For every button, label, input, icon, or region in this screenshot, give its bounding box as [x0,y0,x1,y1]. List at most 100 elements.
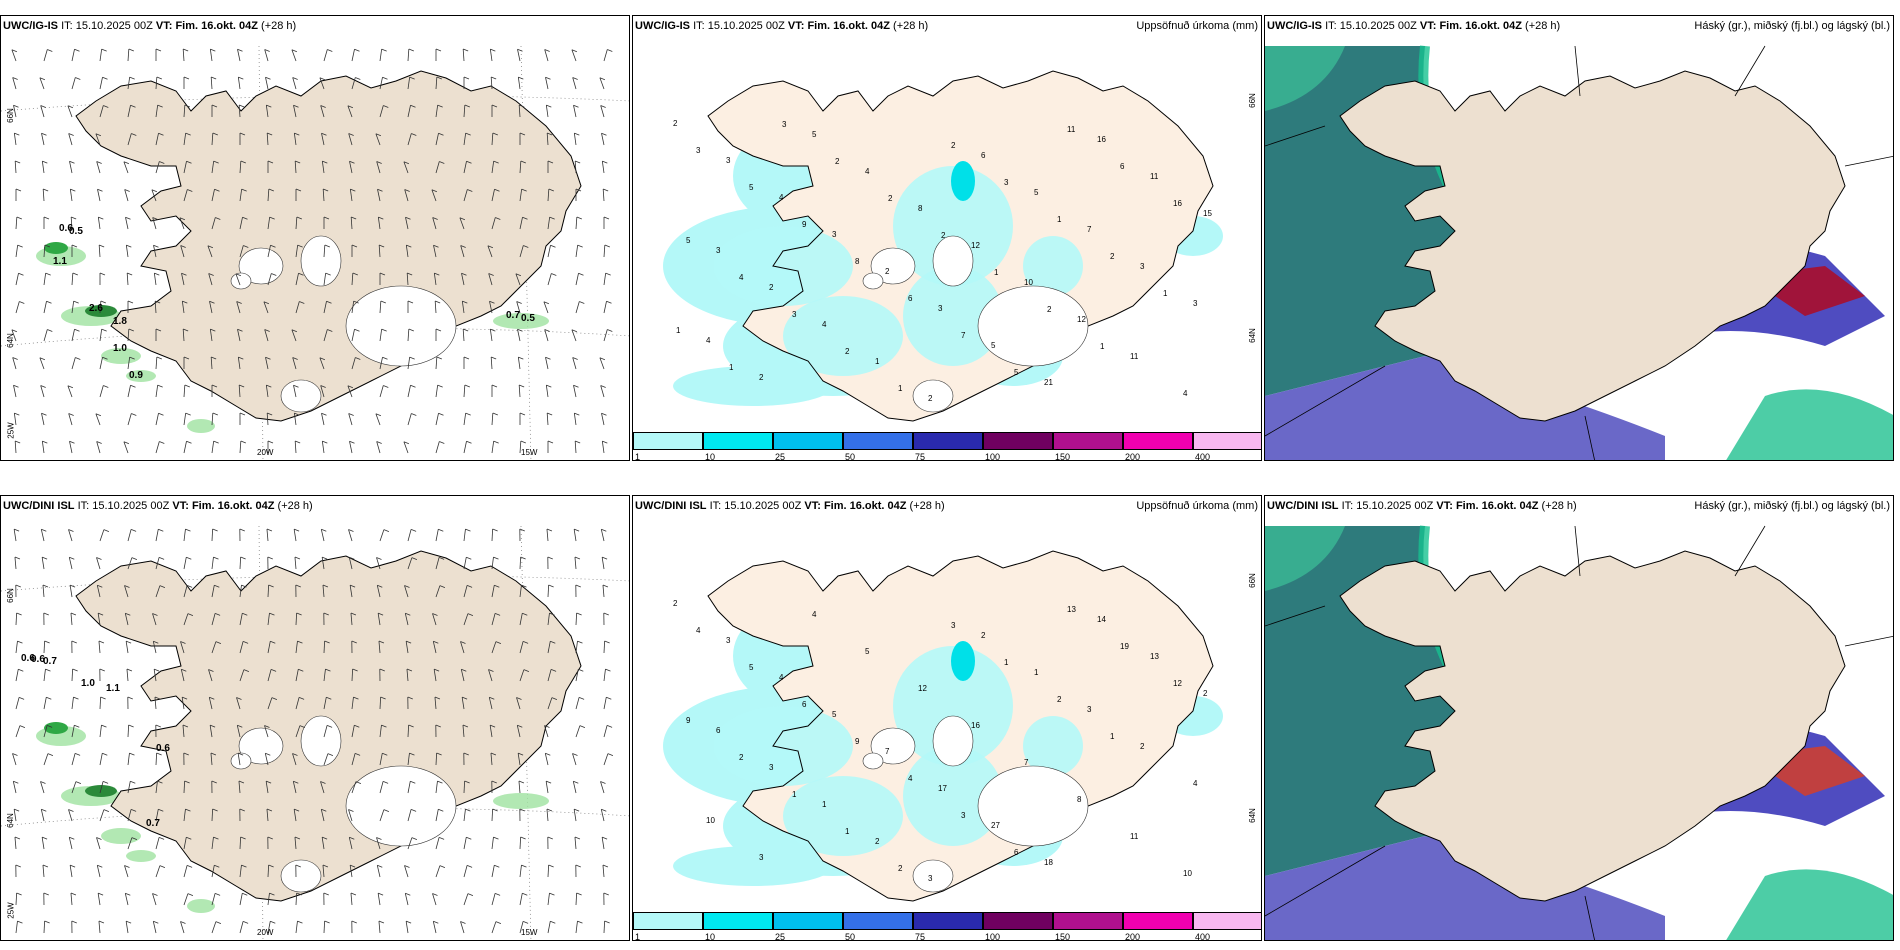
wind-label: 1.0 [113,343,127,354]
colorbar-segment [633,432,703,450]
precip-value: 10 [1183,869,1192,878]
precip-title: Uppsöfnuð úrkoma (mm) [1136,20,1258,32]
colorbar-segment [703,432,773,450]
colorbar-label: 50 [845,452,856,461]
wind-label: 1.1 [53,256,67,267]
precip-value: 2 [673,119,678,128]
precip-value: 27 [991,821,1000,830]
precip-value: 5 [865,647,870,656]
cloud-panel-bottom: UWC/DINI ISL IT: 15.10.2025 00Z VT: Fim.… [1264,495,1894,941]
axis-label-66n: 66N [1247,93,1257,108]
precip-value: 2 [845,347,850,356]
panel-title: UWC/IG-IS IT: 15.10.2025 00Z VT: Fim. 16… [1267,20,1561,32]
colorbar-segment [1123,432,1193,450]
precip-map: 2343235211611153241265733425481210121143… [663,70,1223,422]
precip-value: 11 [1067,125,1076,134]
precip-value: 3 [938,304,943,313]
precip-value: 3 [716,246,721,255]
precip-value: 11 [1130,832,1139,841]
precip-colorbar: 1 10 25 50 75 100 150 200 400 [633,912,1261,940]
wind-label: 0.6 [156,743,170,754]
precip-value: 18 [1044,858,1053,867]
wind-map: 0.60.60.71.0 1.10.60.7 [1,525,629,940]
colorbar-segment [773,432,843,450]
precip-value: 3 [1193,299,1198,308]
precip-value: 4 [779,193,784,202]
colorbar-segment [703,912,773,930]
precip-value: 15 [1203,209,1212,218]
precip-value: 1 [875,357,880,366]
panel-title: UWC/DINI ISL IT: 15.10.2025 00Z VT: Fim.… [635,500,945,512]
precip-value: 4 [822,320,827,329]
colorbar-label: 400 [1195,452,1211,461]
precip-value: 17 [938,784,947,793]
precip-value: 11 [1150,172,1159,181]
colorbar-segment [843,432,913,450]
precip-value: 6 [981,151,986,160]
precip-value: 3 [1140,262,1145,271]
precip-value: 5 [1034,188,1039,197]
colorbar-label: 1 [635,932,641,941]
axis-label-66n: 66N [5,108,15,123]
colorbar-label: 25 [775,452,786,461]
precip-value: 8 [918,204,923,213]
precip-value: 1 [676,326,681,335]
precip-value: 6 [716,726,721,735]
panel-title: UWC/IG-IS IT: 15.10.2025 00Z VT: Fim. 16… [635,20,929,32]
colorbar-segment [843,912,913,930]
colorbar-segment [1053,432,1123,450]
precip-value: 12 [1173,679,1182,688]
precip-value: 5 [686,236,691,245]
wind-panel-top: UWC/IG-IS IT: 15.10.2025 00Z VT: Fim. 16… [0,15,630,461]
precip-value: 7 [1024,758,1029,767]
precip-value: 2 [739,753,744,762]
colorbar-segment [983,432,1053,450]
precip-value: 1 [822,800,827,809]
colorbar-label: 150 [1055,452,1071,461]
cloud-map [1265,16,1893,460]
precip-value: 2 [1140,742,1145,751]
cloud-title: Háský (gr.), miðský (fj.bl.) og lágský (… [1694,20,1890,32]
precip-title: Uppsöfnuð úrkoma (mm) [1136,500,1258,512]
axis-label-64n: 64N [5,813,15,828]
colorbar-segment [913,912,983,930]
precip-value: 2 [885,267,890,276]
panel-title: UWC/IG-IS IT: 15.10.2025 00Z VT: Fim. 16… [3,20,297,32]
precip-value: 1 [792,790,797,799]
precip-value: 16 [1173,199,1182,208]
colorbar-label: 200 [1125,932,1141,941]
precip-value: 4 [812,610,817,619]
precip-value: 1 [1100,342,1105,351]
colorbar-label: 75 [915,932,926,941]
wind-label: 0.5 [69,226,83,237]
precip-value: 5 [749,663,754,672]
precip-value: 13 [1150,652,1159,661]
axis-label-64n: 64N [1247,808,1257,823]
colorbar-label: 50 [845,932,856,941]
precip-value: 14 [1097,615,1106,624]
colorbar-label: 10 [705,452,716,461]
precip-panel-top: UWC/IG-IS IT: 15.10.2025 00Z VT: Fim. 16… [632,15,1262,461]
precip-value: 2 [769,283,774,292]
colorbar-segment [913,432,983,450]
precip-value: 2 [888,194,893,203]
precip-value: 2 [759,373,764,382]
precip-value: 4 [865,167,870,176]
precip-value: 3 [1087,705,1092,714]
panel-title: UWC/DINI ISL IT: 15.10.2025 00Z VT: Fim.… [3,500,313,512]
wind-label: 0.6 [31,654,45,665]
precip-value: 16 [1097,135,1106,144]
colorbar-label: 1 [635,452,641,461]
precip-value: 1 [1110,732,1115,741]
precip-value: 4 [779,673,784,682]
precip-value: 5 [832,710,837,719]
wind-label: 0.9 [129,370,143,381]
precip-value: 11 [1130,352,1139,361]
precip-value: 3 [769,763,774,772]
colorbar-label: 75 [915,452,926,461]
axis-label-25w: 25W [6,422,16,439]
precip-value: 12 [918,684,927,693]
cloud-map [1265,496,1893,940]
wind-label: 2.6 [89,303,103,314]
colorbar-label: 25 [775,932,786,941]
